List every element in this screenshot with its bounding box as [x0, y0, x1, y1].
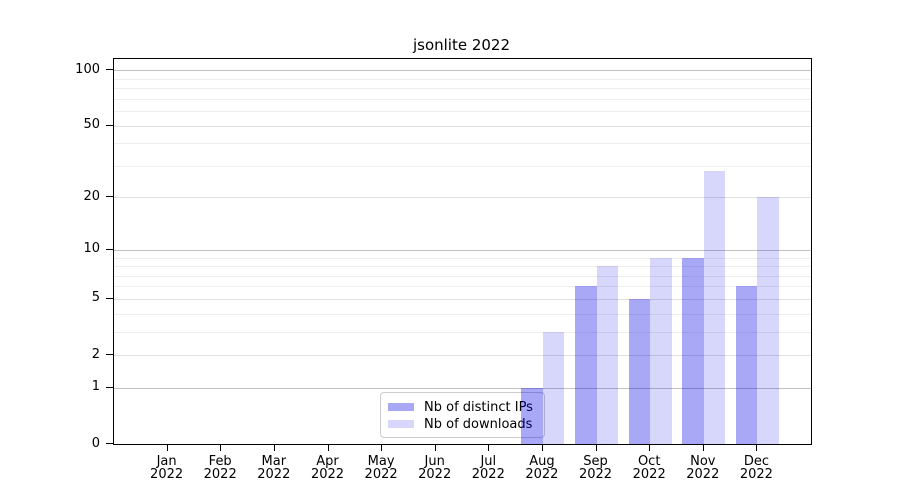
legend: Nb of distinct IPs Nb of downloads: [380, 391, 545, 438]
x-tick-label-dec: Dec 2022: [739, 454, 773, 482]
x-tick-label-mar: Mar 2022: [257, 454, 291, 482]
chart-title: jsonlite 2022: [412, 36, 511, 54]
y-tick-label-20: 20: [83, 188, 100, 204]
gridline-5: [114, 298, 811, 300]
x-tick-jan: [166, 445, 168, 451]
x-tick-label-jun: Jun 2022: [418, 454, 452, 482]
legend-row-distinct-ips: Nb of distinct IPs: [388, 399, 536, 416]
y-tick-100: [106, 69, 113, 71]
x-tick-jul: [488, 445, 490, 451]
x-tick-nov: [702, 445, 704, 451]
x-tick-label-oct: Oct 2022: [632, 454, 666, 482]
legend-row-downloads: Nb of downloads: [388, 416, 536, 433]
gridline-20: [114, 197, 811, 199]
x-tick-aug: [541, 445, 543, 451]
x-tick-label-jul: Jul 2022: [471, 454, 505, 482]
y-tick-label-0: 0: [91, 435, 100, 451]
y-tick-label-5: 5: [91, 290, 100, 306]
legend-label-distinct-ips: Nb of distinct IPs: [424, 399, 533, 415]
bar-aug-ips: [521, 387, 543, 444]
gridline-7: [114, 275, 811, 277]
bar-sep-ips: [575, 286, 597, 444]
y-tick-10: [106, 248, 113, 250]
y-tick-5: [106, 297, 113, 299]
plot-area: Nb of distinct IPs Nb of downloads: [113, 58, 812, 445]
y-tick-50: [106, 124, 113, 126]
y-tick-0: [106, 443, 113, 444]
gridline-40: [114, 143, 811, 145]
gridline-4: [114, 313, 811, 315]
y-tick-2: [106, 354, 113, 355]
x-tick-label-aug: Aug 2022: [525, 454, 559, 482]
legend-swatch-downloads: [388, 420, 414, 428]
gridline-10: [114, 249, 811, 251]
x-tick-may: [381, 445, 383, 451]
gridline-30: [114, 165, 811, 167]
bar-aug-downloads: [542, 331, 565, 444]
x-tick-label-feb: Feb 2022: [203, 454, 237, 482]
x-tick-apr: [327, 445, 329, 451]
y-tick-label-2: 2: [91, 346, 100, 362]
x-tick-jun: [434, 445, 436, 451]
bar-oct-downloads: [650, 257, 672, 444]
legend-label-downloads: Nb of downloads: [424, 416, 533, 432]
gridline-6: [114, 286, 811, 288]
y-tick-label-100: 100: [75, 61, 100, 77]
y-tick-label-50: 50: [83, 117, 100, 133]
bar-dec-ips: [735, 286, 758, 444]
gridline-8: [114, 266, 811, 267]
gridline-3: [114, 331, 811, 333]
gridline-90: [114, 78, 811, 80]
gridline-50: [114, 125, 811, 127]
y-tick-1: [106, 386, 113, 388]
bar-oct-ips: [628, 298, 651, 444]
bar-sep-downloads: [596, 266, 618, 444]
x-tick-oct: [649, 445, 651, 451]
x-tick-label-apr: Apr 2022: [310, 454, 345, 482]
y-tick-label-10: 10: [83, 241, 100, 257]
gridline-2: [114, 355, 811, 356]
bar-nov-ips: [682, 257, 704, 444]
gridline-80: [114, 88, 811, 90]
x-tick-label-sep: Sep 2022: [578, 454, 613, 482]
legend-swatch-distinct-ips: [388, 403, 414, 411]
y-tick-20: [106, 196, 113, 198]
x-tick-sep: [595, 445, 597, 451]
gridline-100: [114, 70, 811, 72]
gridline-70: [114, 98, 811, 100]
bar-dec-downloads: [757, 197, 779, 444]
x-tick-label-may: May 2022: [364, 454, 398, 482]
x-tick-label-jan: Jan 2022: [150, 454, 184, 482]
x-tick-feb: [220, 445, 222, 451]
y-tick-label-1: 1: [91, 379, 100, 395]
x-tick-label-nov: Nov 2022: [686, 454, 720, 482]
gridline-60: [114, 111, 811, 113]
x-tick-dec: [756, 445, 758, 451]
bar-nov-downloads: [703, 171, 726, 444]
gridline-9: [114, 257, 811, 259]
gridline-1: [114, 387, 811, 389]
x-tick-mar: [273, 445, 275, 451]
